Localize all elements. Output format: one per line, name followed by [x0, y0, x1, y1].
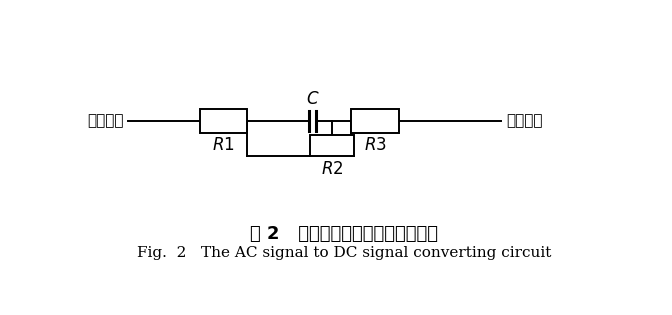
Bar [310, 135, 354, 156]
Text: Fig.  2   The AC signal to DC signal converting circuit: Fig. 2 The AC signal to DC signal conver… [137, 246, 552, 261]
Text: $C$: $C$ [306, 90, 320, 108]
Text: $R1$: $R1$ [212, 136, 235, 154]
Text: 交流输入: 交流输入 [87, 113, 124, 129]
Text: $R2$: $R2$ [321, 160, 343, 178]
Bar [351, 109, 399, 133]
Bar [200, 109, 247, 133]
Text: 图 2   交流信号到直流信号转换电路: 图 2 交流信号到直流信号转换电路 [251, 225, 438, 243]
Text: $R3$: $R3$ [364, 136, 386, 154]
Text: 直流输出: 直流输出 [506, 113, 542, 129]
